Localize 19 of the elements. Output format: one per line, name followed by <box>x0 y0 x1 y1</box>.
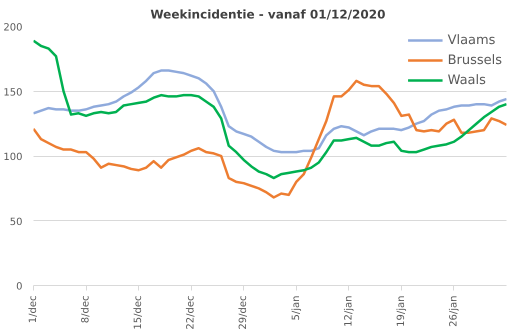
x-tick-label: 19/jan <box>396 295 407 327</box>
x-tick-label: 12/jan <box>343 295 354 327</box>
x-tick-label: 8/dec <box>80 295 92 324</box>
y-tick-label: 50 <box>10 216 23 228</box>
y-tick-label: 100 <box>3 152 23 163</box>
y-tick-label: 150 <box>3 87 23 98</box>
legend-label: Vlaams <box>448 32 496 48</box>
y-tick-label: 200 <box>3 22 23 34</box>
x-tick-label: 1/dec <box>28 295 39 324</box>
x-tick-label: 5/jan <box>290 295 302 320</box>
chart-title: Weekincidentie - vanaf 01/12/2020 <box>150 8 386 22</box>
legend-label: Waals <box>448 72 486 88</box>
x-tick-label: 22/dec <box>186 296 197 330</box>
y-tick-label: 0 <box>16 282 23 292</box>
x-tick-label: 29/dec <box>238 296 250 330</box>
legend-label: Brussels <box>448 52 502 68</box>
x-tick-label: 26/jan <box>448 295 460 327</box>
x-tick-label: 15/dec <box>133 296 144 330</box>
line-series <box>34 69 506 154</box>
